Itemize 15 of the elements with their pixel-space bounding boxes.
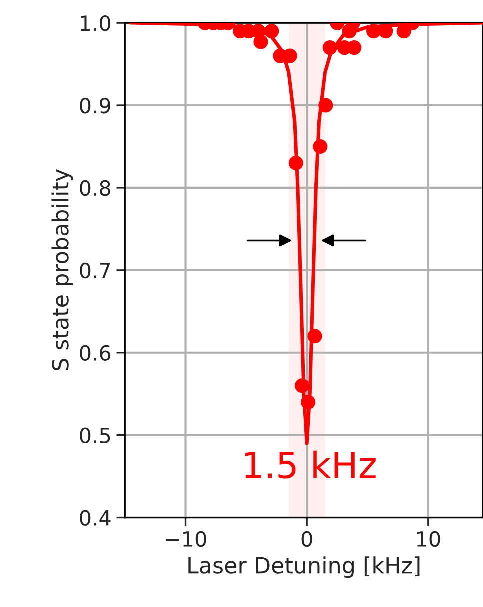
x-tick-label: 10 xyxy=(417,531,440,548)
y-axis-title: S state probability xyxy=(52,170,74,370)
x-axis-title: Laser Detuning [kHz] xyxy=(188,556,420,578)
line-series xyxy=(129,23,483,446)
x-tick-label: −10 xyxy=(166,531,206,548)
y-tick-label: 0.4 xyxy=(80,510,111,526)
y-tick-label: 0.9 xyxy=(80,98,110,114)
y-tick-label: 0.8 xyxy=(80,180,110,196)
y-tick-label: 0.6 xyxy=(80,345,111,362)
x-tick-label: 0 xyxy=(302,531,312,548)
annotation: 1.5 kHz xyxy=(245,450,376,479)
y-tick-label: 0.7 xyxy=(80,262,110,279)
y-tick-label: 0.5 xyxy=(80,428,110,444)
point xyxy=(254,34,268,50)
y-tick-label: 1.0 xyxy=(81,16,111,32)
